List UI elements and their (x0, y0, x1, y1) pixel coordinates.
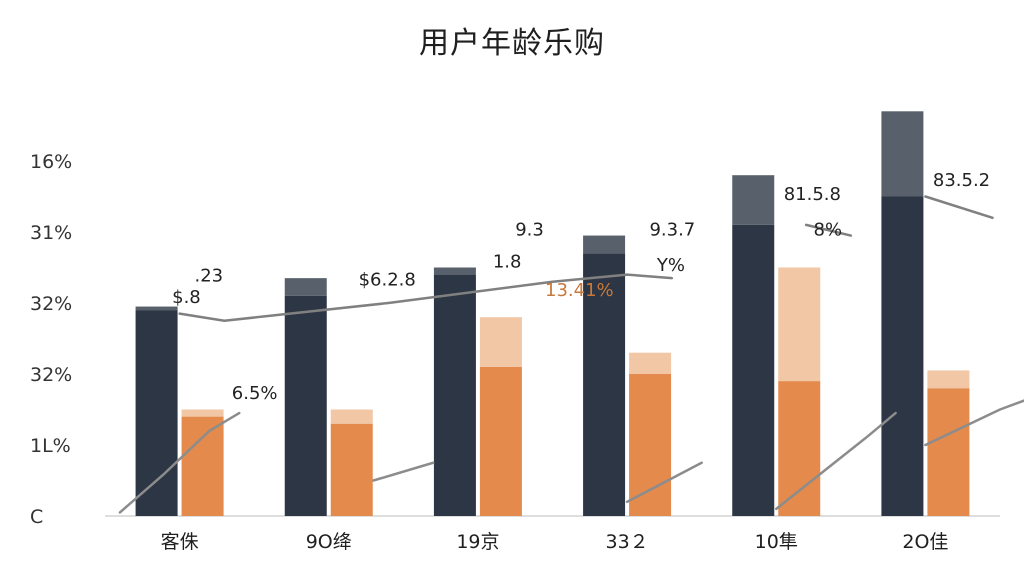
data-label: 9.3 (515, 220, 544, 241)
bar-top-segment-1 (284, 278, 327, 296)
bar-series-1 (135, 310, 178, 516)
bar-top-segment-2 (629, 352, 672, 374)
data-label: 6.5% (232, 383, 278, 404)
data-label: 9.3.7 (649, 220, 695, 241)
trend-line-lower (924, 399, 1024, 447)
data-label: 13.41% (545, 280, 614, 301)
bar-top-segment-2 (181, 409, 224, 417)
trend-line-lower (775, 411, 897, 511)
x-tick-label: 33２ (605, 531, 648, 553)
bar-top-segment-1 (881, 111, 924, 197)
data-label: 83.5.2 (933, 170, 990, 191)
bar-top-segment-1 (732, 175, 775, 225)
bar-top-segment-1 (135, 306, 178, 311)
bar-top-segment-1 (433, 267, 476, 275)
trend-line-upper (804, 223, 853, 237)
trend-line-lower (118, 411, 241, 514)
bar-series-1 (284, 295, 327, 516)
data-label: 8% (814, 220, 843, 241)
bar-series-2 (927, 388, 970, 516)
data-label: 1.8 (493, 252, 522, 273)
bar-series-1 (881, 196, 924, 516)
bar-series-2 (330, 423, 373, 516)
bar-top-segment-1 (583, 235, 626, 254)
y-tick-label: 16% (30, 151, 72, 173)
data-label: $6.2.8 (359, 269, 416, 290)
data-label: .23 (195, 266, 224, 287)
trend-line-lower (372, 461, 435, 482)
chart-title: 用户年龄乐购 (419, 26, 605, 61)
bar-series-1 (583, 253, 626, 517)
x-tick-label: 2O佳 (902, 531, 948, 553)
y-tick-label: 1L% (30, 435, 71, 457)
bar-series-1 (433, 274, 476, 516)
y-tick-label: 31% (30, 222, 72, 244)
x-tick-label: 19京 (456, 531, 499, 553)
y-tick-label: C (30, 506, 43, 528)
bar-series-2 (479, 366, 522, 516)
data-label: $.8 (172, 287, 201, 308)
bar-top-segment-2 (330, 409, 373, 424)
bar-series-2 (629, 374, 672, 516)
bar-series-1 (732, 224, 775, 516)
trend-line-upper (178, 273, 674, 322)
data-label: Y% (656, 255, 685, 276)
bar-top-segment-2 (479, 317, 522, 367)
trend-line-upper (924, 195, 994, 220)
x-tick-label: 客侏 (161, 531, 199, 553)
x-tick-label: 9O绛 (306, 531, 352, 553)
bar-top-segment-2 (778, 267, 821, 382)
bar-top-segment-2 (927, 370, 970, 389)
y-tick-label: 32% (30, 293, 72, 315)
data-label: 81.5.8 (784, 184, 841, 205)
x-tick-label: 10隼 (755, 531, 798, 553)
trend-line-lower (625, 461, 703, 504)
bar-series-2 (181, 416, 224, 516)
y-tick-label: 32% (30, 364, 72, 386)
bar-series-2 (778, 381, 821, 516)
